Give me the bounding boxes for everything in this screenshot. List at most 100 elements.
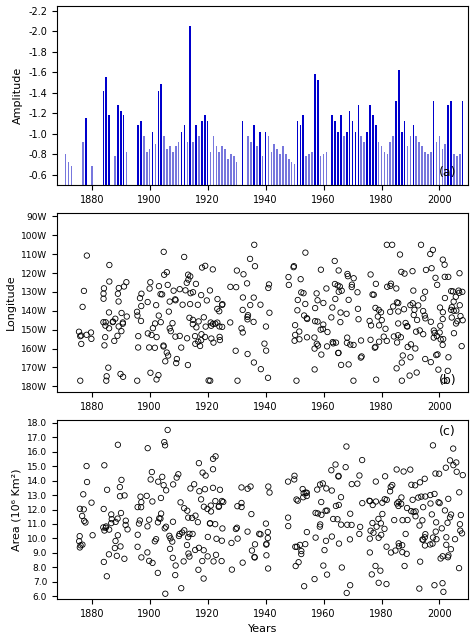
Point: [391, 515, 398, 525]
Point: [319, 478, 327, 488]
Point: [263, 540, 270, 550]
Point: [293, 541, 301, 552]
Point: [77, 339, 85, 349]
Point: [430, 325, 438, 335]
Point: [213, 534, 220, 544]
Point: [144, 328, 152, 339]
Point: [184, 360, 191, 370]
Point: [284, 477, 292, 487]
Bar: [65, 154, 66, 185]
Point: [372, 497, 380, 507]
Bar: [230, 154, 232, 185]
Point: [358, 498, 366, 508]
Point: [381, 471, 389, 481]
Point: [296, 334, 303, 344]
Point: [264, 481, 272, 492]
Point: [239, 305, 246, 315]
Point: [201, 332, 209, 342]
Bar: [369, 105, 371, 185]
Point: [146, 556, 153, 566]
Point: [244, 312, 251, 322]
Point: [172, 295, 179, 305]
Point: [447, 305, 455, 315]
Point: [436, 498, 444, 508]
Point: [317, 519, 324, 529]
Point: [346, 509, 354, 519]
Point: [334, 348, 342, 358]
Point: [175, 531, 182, 541]
Point: [357, 353, 365, 363]
Point: [80, 286, 88, 296]
Bar: [456, 156, 458, 185]
Point: [163, 348, 171, 358]
Bar: [412, 125, 414, 185]
Point: [441, 260, 448, 270]
Bar: [317, 81, 319, 185]
Point: [227, 282, 234, 292]
Point: [111, 543, 118, 553]
Point: [357, 335, 365, 346]
Point: [103, 371, 110, 381]
Point: [179, 300, 186, 310]
Point: [429, 244, 437, 255]
Point: [367, 320, 375, 330]
Point: [293, 305, 301, 316]
Point: [284, 521, 292, 531]
Point: [372, 303, 379, 313]
Point: [421, 310, 428, 321]
Point: [457, 510, 465, 520]
Point: [134, 310, 141, 321]
Point: [102, 522, 110, 532]
Point: [395, 497, 402, 507]
Point: [441, 506, 449, 516]
Bar: [436, 142, 438, 185]
Bar: [308, 154, 310, 185]
Point: [337, 520, 345, 530]
Point: [183, 540, 191, 550]
Point: [218, 556, 226, 566]
Point: [370, 527, 377, 538]
Point: [244, 310, 252, 320]
Point: [298, 287, 305, 298]
Point: [382, 324, 389, 334]
Point: [387, 281, 394, 291]
Point: [172, 332, 179, 342]
Bar: [204, 115, 206, 185]
Point: [393, 364, 401, 374]
Point: [419, 293, 427, 303]
Point: [180, 556, 187, 566]
Point: [366, 316, 374, 326]
Point: [432, 468, 439, 479]
Point: [410, 310, 418, 320]
Bar: [213, 136, 214, 185]
Point: [290, 262, 297, 273]
Point: [105, 549, 113, 559]
Point: [369, 289, 376, 300]
Point: [116, 491, 124, 501]
Point: [83, 477, 91, 487]
Point: [401, 561, 409, 571]
Point: [313, 339, 320, 349]
Point: [123, 312, 130, 322]
Point: [124, 524, 131, 534]
Point: [416, 325, 424, 335]
Point: [182, 285, 189, 296]
Point: [302, 488, 310, 498]
Bar: [381, 146, 383, 185]
Point: [458, 341, 465, 351]
Point: [303, 332, 311, 342]
Bar: [178, 142, 180, 185]
Point: [264, 533, 272, 543]
Point: [219, 299, 226, 309]
Point: [246, 300, 254, 310]
Point: [200, 573, 208, 584]
Point: [318, 349, 325, 360]
Point: [456, 487, 463, 497]
Point: [172, 294, 179, 305]
Point: [332, 337, 340, 348]
Point: [311, 364, 319, 374]
Point: [343, 588, 350, 598]
Bar: [311, 152, 313, 185]
Point: [216, 306, 223, 316]
Point: [378, 315, 385, 325]
